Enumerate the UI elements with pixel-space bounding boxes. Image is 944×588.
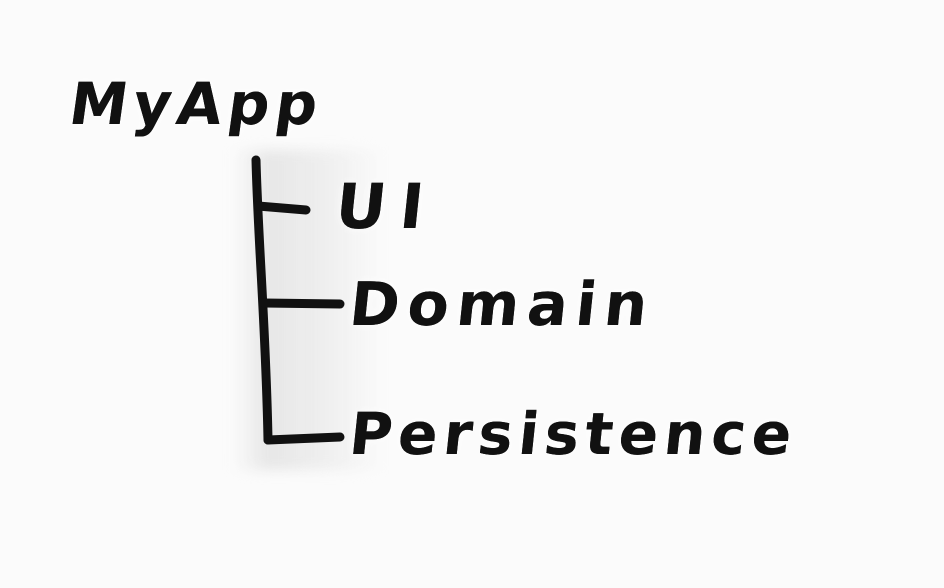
tree-trunk — [251, 155, 273, 445]
node-domain: Domain — [346, 270, 660, 340]
branch-persistence — [263, 432, 345, 445]
node-ui: UI — [332, 170, 442, 243]
branch-domain — [259, 298, 345, 309]
branch-ui — [253, 201, 311, 215]
node-root-myapp: MyApp — [65, 70, 329, 138]
node-persistence: Persistence — [346, 400, 802, 468]
